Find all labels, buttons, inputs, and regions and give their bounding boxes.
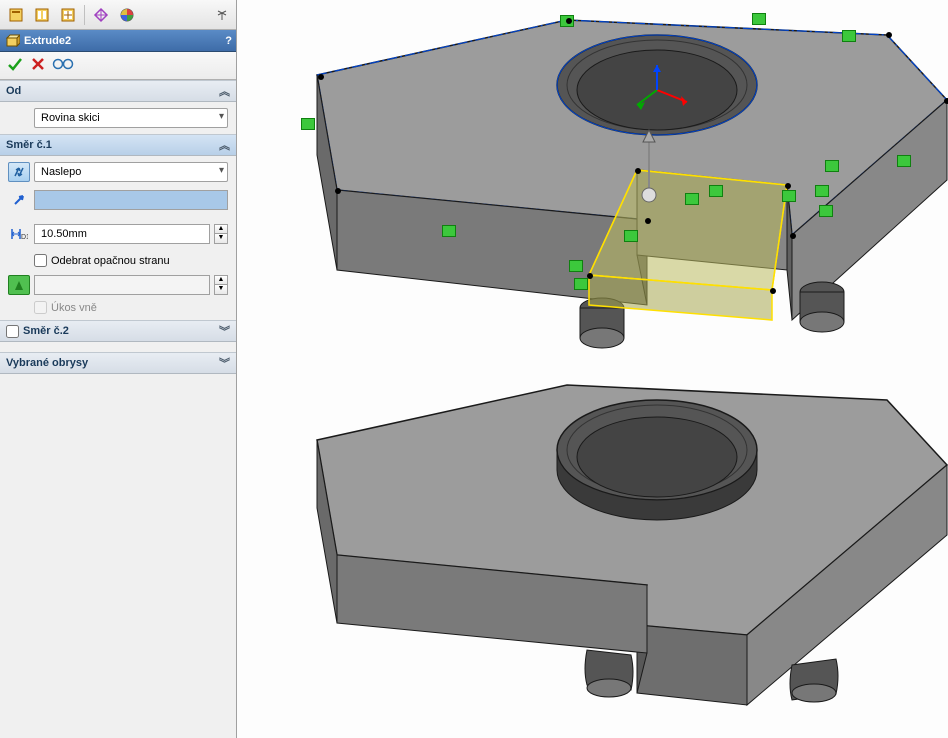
feature-titlebar: Extrude2 ? <box>0 30 236 52</box>
sketch-relation-marker[interactable] <box>825 160 839 172</box>
draft-outward-label: Úkos vně <box>51 302 97 314</box>
sketch-relation-marker[interactable] <box>301 118 315 130</box>
sketch-relation-marker[interactable] <box>897 155 911 167</box>
section-od-body: Rovina skici <box>0 102 236 134</box>
sketch-relation-marker[interactable] <box>819 205 833 217</box>
section-dir1-header[interactable]: Směr č.1 ︽ <box>0 134 236 156</box>
sketch-relation-marker[interactable] <box>442 225 456 237</box>
model-result-lower <box>257 375 948 725</box>
sketch-point[interactable] <box>790 233 796 239</box>
config-manager-btn[interactable] <box>56 3 80 27</box>
graphics-viewport[interactable] <box>237 0 948 738</box>
sketch-point[interactable] <box>335 188 341 194</box>
sketch-point[interactable] <box>944 98 948 104</box>
from-dropdown[interactable]: Rovina skici <box>34 108 228 128</box>
depth-input[interactable]: 10.50mm <box>34 224 210 244</box>
section-dir2-label: Směr č.2 <box>23 325 69 337</box>
sketch-point[interactable] <box>886 32 892 38</box>
chevron-up-icon: ︽ <box>219 137 230 153</box>
property-manager-sidebar: Extrude2 ? Od ︽ Rovina skici Směr č.1 ︽ … <box>0 0 237 738</box>
section-dir1-body: Naslepo D1 10.50mm ▲ ▼ Odebrat opačnou s… <box>0 156 236 320</box>
sketch-point[interactable] <box>785 183 791 189</box>
sketch-relation-marker[interactable] <box>574 278 588 290</box>
direction-vector-input[interactable] <box>34 190 228 210</box>
property-manager-btn[interactable] <box>30 3 54 27</box>
section-od-label: Od <box>6 85 21 97</box>
pin-panel-btn[interactable] <box>212 5 232 25</box>
chevron-down-icon: ︾ <box>219 323 230 339</box>
model-preview-upper <box>257 10 948 380</box>
cancel-btn[interactable] <box>30 56 46 75</box>
sketch-point[interactable] <box>770 288 776 294</box>
sketch-relation-marker[interactable] <box>685 193 699 205</box>
dir2-enable-checkbox[interactable] <box>6 325 19 338</box>
svg-text:D1: D1 <box>21 234 28 241</box>
sketch-relation-marker[interactable] <box>709 185 723 197</box>
draft-outward-checkbox <box>34 301 47 314</box>
section-contours-header[interactable]: Vybrané obrysy ︾ <box>0 352 236 374</box>
depth-spinner-up[interactable]: ▲ <box>214 224 228 234</box>
sketch-point[interactable] <box>318 74 324 80</box>
direction-arrow-icon <box>8 193 30 207</box>
sketch-point[interactable] <box>566 18 572 24</box>
draft-icon[interactable] <box>8 275 30 295</box>
section-od-header[interactable]: Od ︽ <box>0 80 236 102</box>
remove-opposite-label: Odebrat opačnou stranu <box>51 255 170 267</box>
remove-opposite-checkbox[interactable] <box>34 254 47 267</box>
dimxpert-btn[interactable] <box>89 3 113 27</box>
feature-title: Extrude2 <box>24 35 71 47</box>
extrude-icon <box>4 33 20 49</box>
render-manager-btn[interactable] <box>115 3 139 27</box>
section-dir1-label: Směr č.1 <box>6 139 52 151</box>
depth-spinner-down[interactable]: ▼ <box>214 234 228 244</box>
sketch-point[interactable] <box>587 273 593 279</box>
from-value: Rovina skici <box>41 112 100 124</box>
depth-icon: D1 <box>8 227 30 241</box>
detailed-preview-btn[interactable] <box>52 57 74 74</box>
sketch-point[interactable] <box>645 218 651 224</box>
chevron-down-icon: ︾ <box>219 355 230 371</box>
sketch-relation-marker[interactable] <box>842 30 856 42</box>
draft-spinner-up[interactable]: ▲ <box>214 275 228 285</box>
action-bar <box>0 52 236 80</box>
reverse-direction-btn[interactable] <box>8 162 30 182</box>
sketch-relation-marker[interactable] <box>782 190 796 202</box>
sketch-relation-marker[interactable] <box>624 230 638 242</box>
sketch-point[interactable] <box>635 168 641 174</box>
end-condition-value: Naslepo <box>41 166 81 178</box>
draft-input[interactable] <box>34 275 210 295</box>
section-dir2-header[interactable]: Směr č.2 ︾ <box>0 320 236 342</box>
chevron-up-icon: ︽ <box>219 83 230 99</box>
end-condition-dropdown[interactable]: Naslepo <box>34 162 228 182</box>
ok-btn[interactable] <box>6 55 24 76</box>
sketch-relation-marker[interactable] <box>569 260 583 272</box>
sketch-relation-marker[interactable] <box>815 185 829 197</box>
sketch-relation-marker[interactable] <box>752 13 766 25</box>
section-contours-label: Vybrané obrysy <box>6 357 88 369</box>
draft-spinner-down[interactable]: ▼ <box>214 285 228 295</box>
depth-value: 10.50mm <box>41 228 87 240</box>
help-btn[interactable]: ? <box>225 35 232 47</box>
feature-manager-btn[interactable] <box>4 3 28 27</box>
pm-top-toolbar <box>0 0 236 30</box>
